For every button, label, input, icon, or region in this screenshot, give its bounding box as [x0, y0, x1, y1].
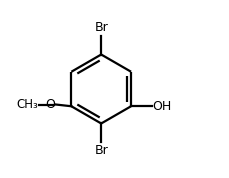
Text: OH: OH: [152, 100, 171, 113]
Text: Br: Br: [94, 144, 108, 157]
Text: Br: Br: [94, 21, 108, 34]
Text: CH₃: CH₃: [16, 98, 38, 111]
Text: O: O: [45, 98, 55, 111]
